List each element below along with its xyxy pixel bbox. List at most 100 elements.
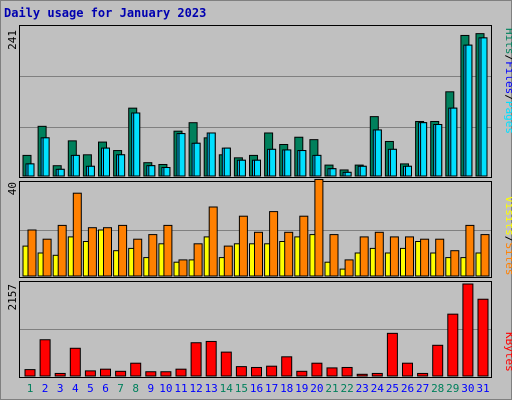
bar-visits — [254, 231, 263, 277]
bar-visits — [480, 234, 490, 277]
bar-kbytes — [115, 370, 127, 377]
bar-visits — [359, 236, 369, 277]
x-tick-label: 31 — [476, 382, 489, 395]
bar-visits — [163, 224, 173, 277]
max-label-kbytes: 2157 — [6, 284, 19, 311]
bar-visits — [87, 227, 97, 277]
bar-kbytes — [462, 283, 474, 377]
bar-visits — [118, 224, 128, 277]
bar-pages — [314, 154, 322, 177]
bar-kbytes — [54, 372, 66, 377]
bar-kbytes — [326, 367, 338, 377]
bar-kbytes — [145, 371, 157, 377]
bar-kbytes — [251, 366, 262, 377]
x-tick-label: 1 — [27, 382, 34, 395]
x-tick-label: 30 — [461, 382, 474, 395]
x-tick-label: 7 — [117, 382, 124, 395]
x-tick-label: 2 — [42, 382, 49, 395]
bar-kbytes — [39, 339, 51, 377]
bar-pages — [133, 112, 141, 177]
bar-kbytes — [160, 371, 172, 377]
x-tick-label: 18 — [280, 382, 293, 395]
bar-visits — [193, 243, 203, 277]
legend-sites: Sites — [503, 242, 512, 275]
bar-visits — [314, 178, 324, 277]
x-tick-label: 17 — [265, 382, 278, 395]
bar-kbytes — [432, 344, 444, 377]
x-tick-label: 5 — [87, 382, 94, 395]
bar-pages — [27, 163, 35, 177]
bar-pages — [118, 154, 126, 177]
bar-kbytes — [84, 370, 96, 377]
bar-pages — [344, 171, 352, 177]
max-label-visits: 40 — [6, 182, 19, 195]
bar-visits — [72, 192, 82, 277]
bar-visits — [148, 234, 158, 277]
legend-sep: / — [503, 55, 512, 62]
bar-visits — [178, 259, 188, 277]
bar-kbytes — [175, 368, 187, 377]
bar-visits — [284, 231, 294, 277]
x-tick-label: 8 — [132, 382, 139, 395]
bar-pages — [420, 122, 428, 177]
x-tick-label: 10 — [159, 382, 172, 395]
bar-kbytes — [69, 347, 81, 377]
x-tick-label: 19 — [295, 382, 308, 395]
chart-title: Daily usage for January 2023 — [4, 6, 207, 20]
bar-pages — [374, 129, 382, 177]
bar-kbytes — [341, 366, 353, 377]
bar-pages — [72, 154, 80, 177]
bar-pages — [329, 168, 337, 177]
bar-kbytes — [371, 372, 383, 377]
bar-pages — [284, 149, 292, 177]
legend-kbytes: KBytes — [503, 332, 512, 372]
bar-pages — [193, 142, 201, 177]
x-tick-label: 25 — [386, 382, 399, 395]
bar-kbytes — [281, 356, 293, 377]
bar-visits — [374, 231, 384, 277]
x-tick-label: 15 — [235, 382, 248, 395]
bar-pages — [103, 147, 110, 177]
bar-kbytes — [190, 342, 202, 377]
legend-visits: Visits — [503, 196, 512, 236]
bar-pages — [57, 168, 65, 177]
bar-kbytes — [386, 332, 398, 377]
bar-visits — [389, 236, 399, 277]
bars-visits-sites — [22, 178, 490, 277]
bar-pages — [435, 124, 443, 177]
bar-visits — [405, 236, 414, 277]
bar-kbytes — [402, 362, 413, 377]
bar-visits — [238, 215, 248, 277]
bars-kbytes — [24, 283, 489, 377]
bar-kbytes — [477, 298, 489, 377]
bar-pages — [178, 133, 186, 177]
bar-visits — [299, 215, 309, 277]
bar-visits — [269, 211, 279, 277]
x-tick-label: 6 — [102, 382, 109, 395]
bar-pages — [238, 159, 246, 177]
bar-kbytes — [130, 362, 142, 377]
bar-visits — [329, 234, 339, 277]
x-tick-label: 14 — [220, 382, 234, 395]
bar-pages — [163, 167, 171, 177]
x-tick-label: 26 — [401, 382, 414, 395]
x-tick-label: 28 — [431, 382, 444, 395]
x-tick-label: 22 — [340, 382, 353, 395]
bar-visits — [133, 238, 143, 277]
bar-kbytes — [447, 313, 459, 377]
x-tick-label: 21 — [325, 382, 338, 395]
bar-visits — [465, 224, 475, 277]
bar-pages — [389, 148, 397, 177]
x-tick-label: 11 — [174, 382, 187, 395]
bar-pages — [359, 165, 367, 177]
bar-pages — [87, 165, 95, 177]
bar-pages — [465, 44, 473, 177]
bar-pages — [269, 148, 277, 177]
x-tick-label: 4 — [72, 382, 79, 395]
x-tick-label: 20 — [310, 382, 323, 395]
bar-pages — [405, 165, 412, 177]
bar-visits — [420, 238, 430, 277]
bar-pages — [480, 37, 488, 177]
x-tick-label: 29 — [446, 382, 459, 395]
bars-hits-files-pages — [22, 33, 488, 177]
